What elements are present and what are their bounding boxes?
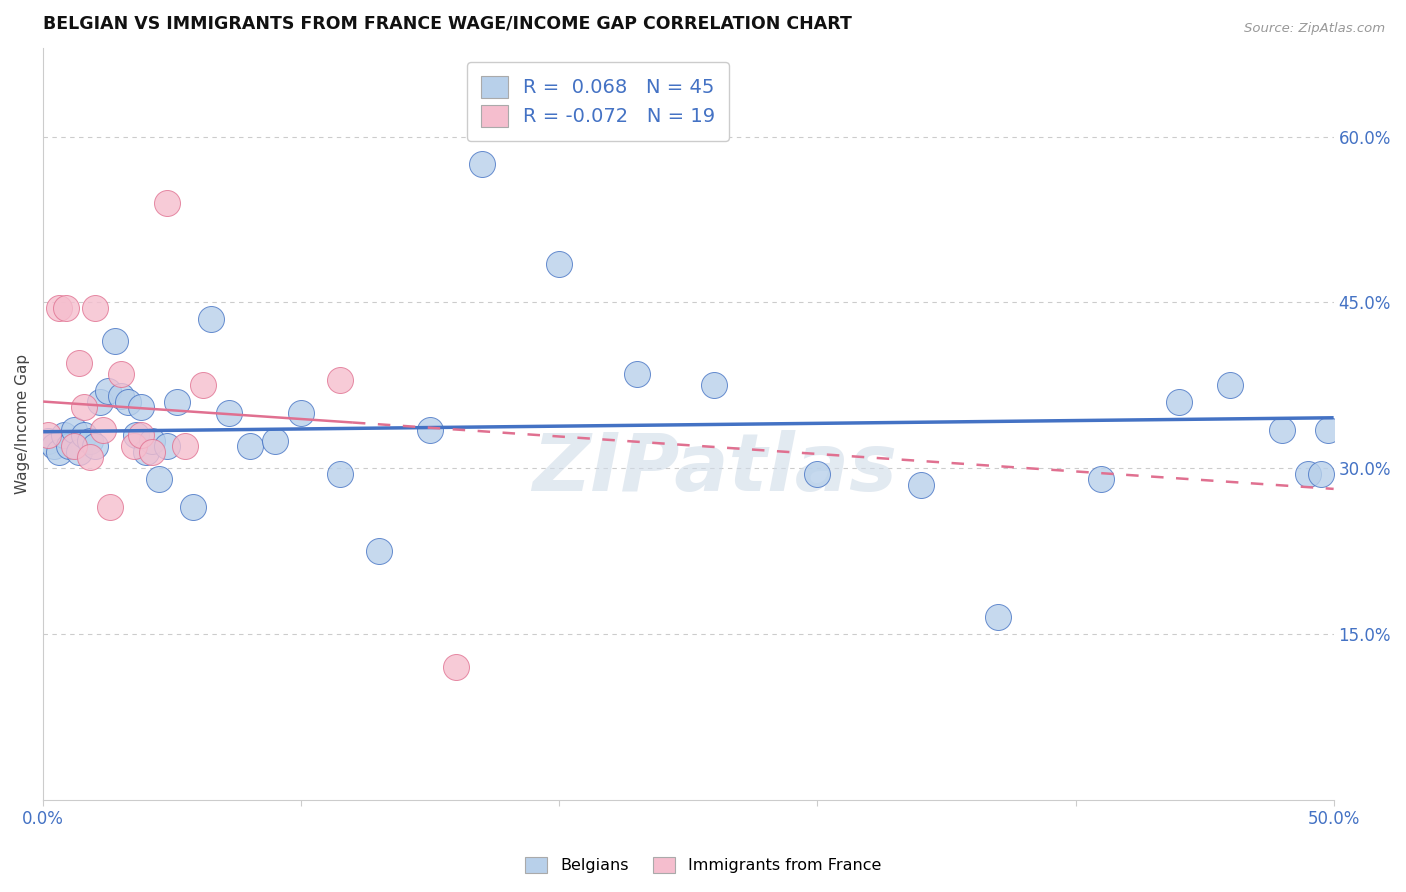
Point [987,610,1010,624]
Point [129,401,152,415]
Point [79,450,101,464]
Point [444,660,467,674]
Point [156,196,179,211]
Point [626,368,648,382]
Point [806,467,828,481]
Point [290,406,312,420]
Point [117,395,139,409]
Point [125,428,148,442]
Point [193,378,215,392]
Point [703,378,725,392]
Point [122,439,145,453]
Point [55,301,77,315]
Point [1317,423,1340,437]
Point [910,477,932,491]
Legend: Belgians, Immigrants from France: Belgians, Immigrants from France [519,850,887,880]
Point [181,500,204,514]
Point [79,434,101,448]
Point [83,439,105,453]
Point [1090,472,1112,486]
Y-axis label: Wage/Income Gap: Wage/Income Gap [15,354,30,494]
Point [200,312,222,326]
Point [91,423,114,437]
Point [104,334,127,348]
Point [98,500,121,514]
Point [63,439,86,453]
Point [329,373,352,387]
Point [166,395,188,409]
Point [264,434,287,448]
Point [97,384,120,398]
Point [37,428,59,442]
Point [148,472,170,486]
Point [129,428,152,442]
Point [58,439,80,453]
Point [67,356,90,370]
Point [471,157,494,171]
Point [1167,395,1189,409]
Point [63,423,86,437]
Point [329,467,352,481]
Text: Source: ZipAtlas.com: Source: ZipAtlas.com [1244,22,1385,36]
Point [42,439,65,453]
Point [52,428,75,442]
Point [48,444,70,458]
Point [1271,423,1294,437]
Point [73,401,96,415]
Point [1296,467,1319,481]
Point [367,544,389,558]
Text: BELGIAN VS IMMIGRANTS FROM FRANCE WAGE/INCOME GAP CORRELATION CHART: BELGIAN VS IMMIGRANTS FROM FRANCE WAGE/I… [44,15,852,33]
Point [1219,378,1241,392]
Point [141,434,163,448]
Point [419,423,441,437]
Point [156,439,179,453]
Point [548,257,571,271]
Point [239,439,262,453]
Point [37,434,59,448]
Point [73,428,96,442]
Point [174,439,197,453]
Point [67,444,90,458]
Text: ZIPatlas: ZIPatlas [531,430,897,508]
Point [89,395,111,409]
Point [110,368,132,382]
Point [83,301,105,315]
Point [48,301,70,315]
Legend: R =  0.068   N = 45, R = -0.072   N = 19: R = 0.068 N = 45, R = -0.072 N = 19 [467,62,730,141]
Point [110,389,132,403]
Point [218,406,240,420]
Point [135,444,157,458]
Point [1309,467,1331,481]
Point [141,444,163,458]
